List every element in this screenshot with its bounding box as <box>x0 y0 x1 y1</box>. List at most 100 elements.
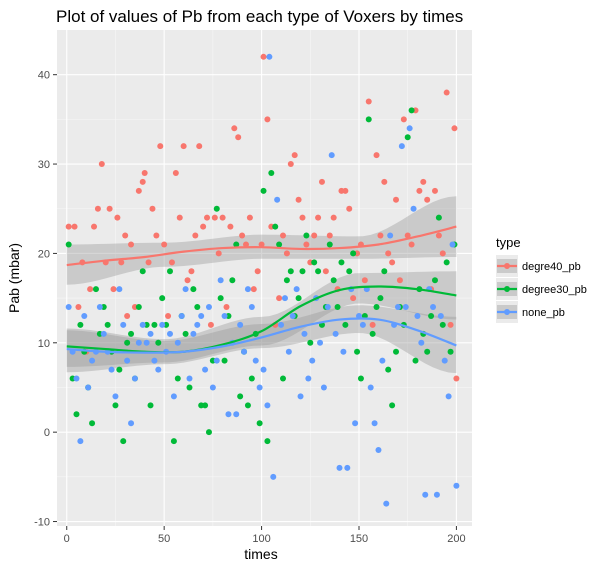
data-point-none_pb <box>260 366 267 373</box>
data-point-degree30_pb <box>217 295 224 302</box>
data-point-degree30_pb <box>128 330 135 337</box>
data-point-none_pb <box>278 321 285 328</box>
data-point-none_pb <box>297 393 304 400</box>
data-point-none_pb <box>155 366 162 373</box>
data-point-degree30_pb <box>334 304 341 311</box>
data-point-none_pb <box>406 125 413 132</box>
data-point-degre40_pb <box>110 286 117 293</box>
data-point-degree30_pb <box>139 268 146 275</box>
data-point-degre40_pb <box>260 53 267 60</box>
data-point-degree30_pb <box>431 277 438 284</box>
data-point-degree30_pb <box>147 402 154 409</box>
data-point-none_pb <box>73 375 80 382</box>
data-point-none_pb <box>317 339 324 346</box>
data-point-degre40_pb <box>153 232 160 239</box>
data-point-none_pb <box>167 330 173 337</box>
confidence-band-degree30_pb <box>66 271 457 367</box>
plot-panel <box>57 30 472 526</box>
data-point-degre40_pb <box>264 116 271 123</box>
smooth-lines <box>66 225 457 354</box>
data-point-degree30_pb <box>350 250 357 257</box>
data-point-none_pb <box>124 357 131 364</box>
data-point-degree30_pb <box>295 295 302 302</box>
data-point-none_pb <box>433 491 440 498</box>
data-point-degree30_pb <box>342 321 349 328</box>
data-point-degree30_pb <box>260 187 267 194</box>
data-point-degree30_pb <box>194 304 201 311</box>
data-point-degree30_pb <box>357 375 364 382</box>
data-point-none_pb <box>367 384 374 391</box>
data-point-none_pb <box>209 384 216 391</box>
data-point-none_pb <box>352 420 359 427</box>
data-point-none_pb <box>198 312 205 319</box>
legend-label: none_pb <box>522 307 565 319</box>
data-point-degre40_pb <box>200 223 207 230</box>
data-point-degree30_pb <box>190 286 197 293</box>
data-point-degree30_pb <box>373 304 380 311</box>
data-point-degre40_pb <box>223 304 230 311</box>
data-point-degre40_pb <box>303 241 310 248</box>
data-point-none_pb <box>241 348 248 355</box>
data-point-degre40_pb <box>373 152 380 159</box>
data-point-degre40_pb <box>369 321 376 328</box>
data-point-degree30_pb <box>256 420 263 427</box>
data-point-degre40_pb <box>141 169 148 176</box>
data-point-degree30_pb <box>439 321 446 328</box>
data-point-none_pb <box>414 312 421 319</box>
data-point-degre40_pb <box>346 205 353 212</box>
data-point-degre40_pb <box>393 196 400 203</box>
data-point-degree30_pb <box>221 357 228 364</box>
data-point-degree30_pb <box>244 402 251 409</box>
data-point-none_pb <box>332 330 339 337</box>
data-point-none_pb <box>244 286 251 293</box>
data-point-none_pb <box>120 321 127 328</box>
data-point-degre40_pb <box>180 143 187 150</box>
data-point-degre40_pb <box>377 232 384 239</box>
data-point-none_pb <box>453 482 460 489</box>
data-point-none_pb <box>309 357 316 364</box>
data-point-degre40_pb <box>400 116 407 123</box>
x-tick-label: 0 <box>64 533 70 545</box>
data-point-degre40_pb <box>91 223 98 230</box>
data-point-degre40_pb <box>196 143 203 150</box>
legend-key-point <box>504 309 510 315</box>
data-point-degre40_pb <box>404 232 411 239</box>
data-point-degree30_pb <box>408 107 415 114</box>
data-point-degree30_pb <box>307 339 314 346</box>
smooth-line-degree30_pb <box>66 285 457 354</box>
data-point-degree30_pb <box>280 375 287 382</box>
data-point-none_pb <box>139 321 146 328</box>
data-point-none_pb <box>387 232 394 239</box>
data-point-degree30_pb <box>412 357 419 364</box>
data-point-none_pb <box>128 420 135 427</box>
data-point-degre40_pb <box>315 214 322 221</box>
data-point-none_pb <box>147 330 154 337</box>
data-point-degree30_pb <box>404 134 411 141</box>
data-point-none_pb <box>217 277 224 284</box>
data-point-degre40_pb <box>350 295 357 302</box>
data-point-degree30_pb <box>338 259 345 266</box>
data-point-degree30_pb <box>202 402 209 409</box>
data-point-degree30_pb <box>369 330 376 337</box>
data-point-degre40_pb <box>385 250 392 257</box>
data-point-degree30_pb <box>330 277 337 284</box>
data-point-degree30_pb <box>248 375 255 382</box>
data-point-degre40_pb <box>381 178 388 185</box>
data-point-none_pb <box>264 402 271 409</box>
data-point-none_pb <box>305 375 312 382</box>
data-point-degre40_pb <box>122 232 129 239</box>
data-point-none_pb <box>422 491 429 498</box>
data-point-degree30_pb <box>182 330 189 337</box>
data-point-degre40_pb <box>87 286 94 293</box>
data-point-degree30_pb <box>311 259 318 266</box>
data-point-degree30_pb <box>303 232 310 239</box>
data-point-none_pb <box>89 357 96 364</box>
data-point-none_pb <box>116 286 123 293</box>
data-point-degre40_pb <box>114 214 121 221</box>
data-point-none_pb <box>274 196 281 203</box>
data-point-degree30_pb <box>73 411 80 418</box>
y-tick-label: 30 <box>38 159 50 171</box>
data-point-degre40_pb <box>227 223 234 230</box>
data-point-none_pb <box>445 393 452 400</box>
data-point-degree30_pb <box>65 241 72 248</box>
